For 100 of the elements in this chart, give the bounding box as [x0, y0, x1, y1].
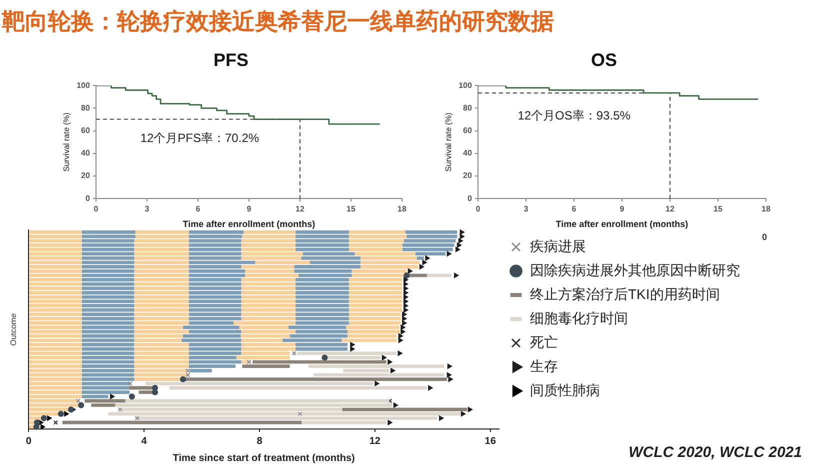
bar — [29, 274, 82, 278]
bar — [241, 312, 296, 316]
bar — [296, 312, 349, 316]
point — [439, 416, 444, 421]
y-tick-label: 80 — [81, 103, 90, 112]
bar — [182, 338, 242, 342]
bar — [188, 360, 242, 364]
bar — [301, 256, 360, 260]
point — [404, 282, 408, 287]
chart-title: 靶向轮换：轮换疗效接近奥希替尼一线单药的研究数据 — [2, 7, 554, 36]
point — [292, 350, 296, 356]
point — [468, 406, 472, 412]
bar — [134, 282, 189, 286]
y-tick-label: 20 — [81, 171, 90, 180]
bar — [134, 373, 188, 377]
x-tick-label: 0 — [476, 204, 481, 214]
bar — [29, 330, 82, 334]
point — [110, 394, 115, 400]
point — [180, 376, 186, 382]
bar — [346, 326, 400, 330]
point — [388, 398, 392, 404]
bar — [134, 342, 189, 346]
point — [64, 411, 69, 416]
bar — [404, 239, 456, 243]
point — [400, 329, 406, 334]
bar — [188, 274, 246, 278]
point — [460, 234, 464, 240]
point — [404, 303, 408, 308]
bar — [134, 274, 189, 278]
bar — [134, 243, 189, 247]
point — [398, 333, 403, 339]
bar — [82, 239, 134, 243]
bar — [402, 243, 454, 247]
point — [246, 360, 252, 364]
bar — [134, 316, 189, 320]
bar — [348, 312, 401, 316]
bar — [348, 295, 402, 299]
x-tick-label: 15 — [346, 204, 356, 214]
point — [408, 268, 412, 274]
bar — [188, 312, 242, 316]
bar — [82, 256, 134, 260]
x-tick-label: 18 — [762, 204, 771, 214]
bar — [134, 300, 189, 304]
bar — [296, 243, 349, 247]
legend-label: 死亡 — [530, 334, 558, 350]
bar — [188, 230, 244, 234]
x-tick-label: 0 — [26, 436, 32, 447]
bar — [82, 300, 134, 304]
chart-title: OS — [590, 50, 618, 70]
y-axis-title: Survival rate (%) — [444, 112, 454, 172]
bar — [241, 342, 296, 346]
legend-label: 细胞毒化疗时间 — [530, 310, 628, 326]
point — [422, 260, 427, 265]
bar — [408, 274, 427, 278]
bar — [29, 269, 82, 273]
bar — [82, 373, 134, 377]
bar — [82, 260, 134, 264]
x-tick-label: 12 — [666, 204, 675, 214]
bar — [288, 326, 346, 330]
bar — [82, 347, 134, 351]
bar — [405, 230, 458, 234]
bar — [29, 286, 82, 290]
bar — [348, 286, 402, 290]
point — [446, 372, 452, 378]
point — [404, 294, 408, 300]
x-tick-label: 6 — [572, 204, 577, 214]
text: 0 — [762, 232, 768, 242]
y-tick-label: 60 — [81, 126, 90, 136]
bar — [82, 360, 134, 364]
bar — [134, 260, 189, 264]
bar — [348, 243, 402, 247]
bar — [188, 286, 242, 290]
chart-subtitle: PFS — [213, 50, 249, 70]
bar — [29, 239, 82, 243]
bar — [182, 326, 240, 330]
bar — [241, 243, 296, 247]
point — [425, 256, 430, 261]
bar — [342, 338, 397, 342]
bar — [82, 308, 134, 312]
bar — [244, 230, 296, 234]
y-tick-label: 80 — [463, 103, 472, 112]
bar — [188, 308, 242, 312]
bar — [29, 300, 82, 304]
bar — [188, 243, 242, 247]
point — [33, 424, 40, 430]
bar — [245, 269, 294, 273]
bar — [134, 360, 189, 364]
bar — [241, 308, 296, 312]
x-axis-title: Time since start of treatment (months) — [172, 452, 355, 464]
bar — [296, 230, 349, 234]
bar — [29, 399, 78, 403]
bar — [296, 316, 349, 320]
bar — [348, 316, 401, 320]
point — [460, 230, 464, 235]
y-axis-title: Survival rate (%) — [62, 112, 72, 172]
point — [47, 416, 52, 421]
x-tick-label: 12 — [296, 204, 305, 214]
point — [382, 355, 386, 360]
bar — [29, 342, 82, 346]
bar — [188, 316, 242, 320]
